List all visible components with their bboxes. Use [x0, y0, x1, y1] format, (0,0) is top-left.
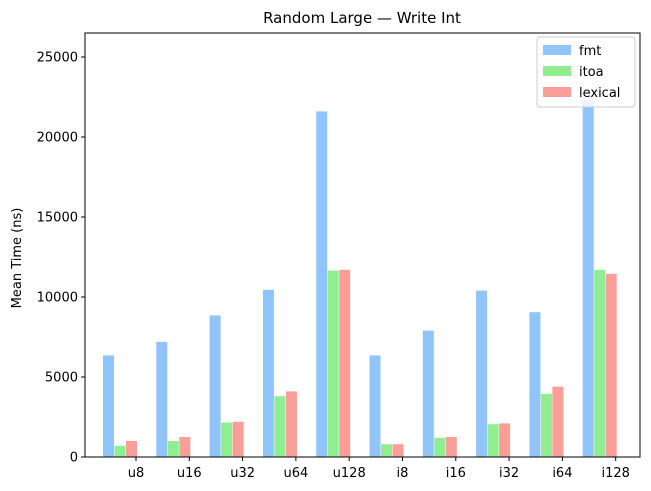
bar-itoa-i32 [487, 424, 499, 457]
legend: fmt itoa lexical [536, 36, 636, 108]
x-axis-ticks: u8 u16 u32 u64 u128 i8 i16 i32 i64 i128 [128, 457, 630, 481]
legend-label-fmt: fmt [579, 44, 601, 59]
x-tick-label-u16: u16 [177, 466, 202, 481]
x-tick-label-u8: u8 [128, 466, 145, 481]
bar-itoa-i8 [381, 444, 392, 457]
y-tick-label: 5000 [45, 371, 78, 386]
y-axis-ticks: 0 5000 10000 15000 20000 25000 [37, 51, 85, 466]
bar-itoa-i64 [540, 393, 552, 457]
chart-title: Random Large — Write Int [263, 9, 461, 27]
bar-lexical-u16 [179, 437, 191, 457]
bar-lexical-i8 [392, 444, 404, 457]
bar-lexical-i64 [552, 386, 564, 457]
bar-itoa-i16 [434, 437, 446, 457]
legend-label-lexical: lexical [579, 86, 620, 101]
bar-fmt-i16 [422, 330, 434, 457]
bar-itoa-u128 [327, 270, 339, 457]
bar-fmt-u8 [103, 355, 114, 457]
legend-swatch-lexical [543, 87, 571, 97]
y-tick-label: 20000 [37, 131, 78, 146]
bar-itoa-u64 [274, 396, 286, 457]
bar-lexical-u32 [232, 421, 244, 457]
bar-lexical-u128 [339, 269, 351, 457]
bar-fmt-i8 [369, 355, 381, 457]
bar-itoa-u16 [167, 441, 179, 457]
bar-fmt-u64 [262, 289, 274, 457]
y-tick-label: 25000 [37, 51, 78, 66]
bar-itoa-i128 [594, 269, 606, 457]
x-tick-label-i8: i8 [397, 466, 409, 481]
bar-fmt-u128 [316, 111, 328, 458]
bar-fmt-u32 [209, 315, 221, 457]
y-axis-label: Mean Time (ns) [10, 208, 25, 309]
bars-group [103, 100, 617, 458]
bar-fmt-u16 [156, 341, 168, 457]
bar-fmt-i32 [476, 290, 488, 457]
plot-frame [84, 32, 641, 458]
bar-lexical-i16 [445, 437, 457, 457]
bar-lexical-u8 [126, 441, 137, 457]
legend-swatch-itoa [543, 66, 571, 76]
y-tick-label: 10000 [37, 291, 78, 306]
bar-lexical-i128 [605, 273, 617, 457]
bar-fmt-i128 [582, 100, 594, 457]
bar-lexical-i32 [499, 423, 511, 457]
bar-lexical-u64 [285, 391, 297, 457]
x-tick-label-u32: u32 [230, 466, 255, 481]
x-tick-label-i32: i32 [499, 466, 519, 481]
bar-itoa-u32 [221, 422, 233, 457]
y-tick-label: 0 [70, 451, 78, 466]
bar-fmt-i64 [529, 312, 541, 457]
x-tick-label-u128: u128 [333, 466, 366, 481]
x-tick-label-u64: u64 [284, 466, 309, 481]
x-tick-label-i128: i128 [601, 466, 629, 481]
legend-swatch-fmt [543, 45, 571, 55]
x-tick-label-i64: i64 [552, 466, 572, 481]
x-tick-label-i16: i16 [446, 466, 466, 481]
bar-itoa-u8 [114, 445, 126, 457]
legend-label-itoa: itoa [579, 65, 604, 80]
y-tick-label: 15000 [37, 211, 78, 226]
